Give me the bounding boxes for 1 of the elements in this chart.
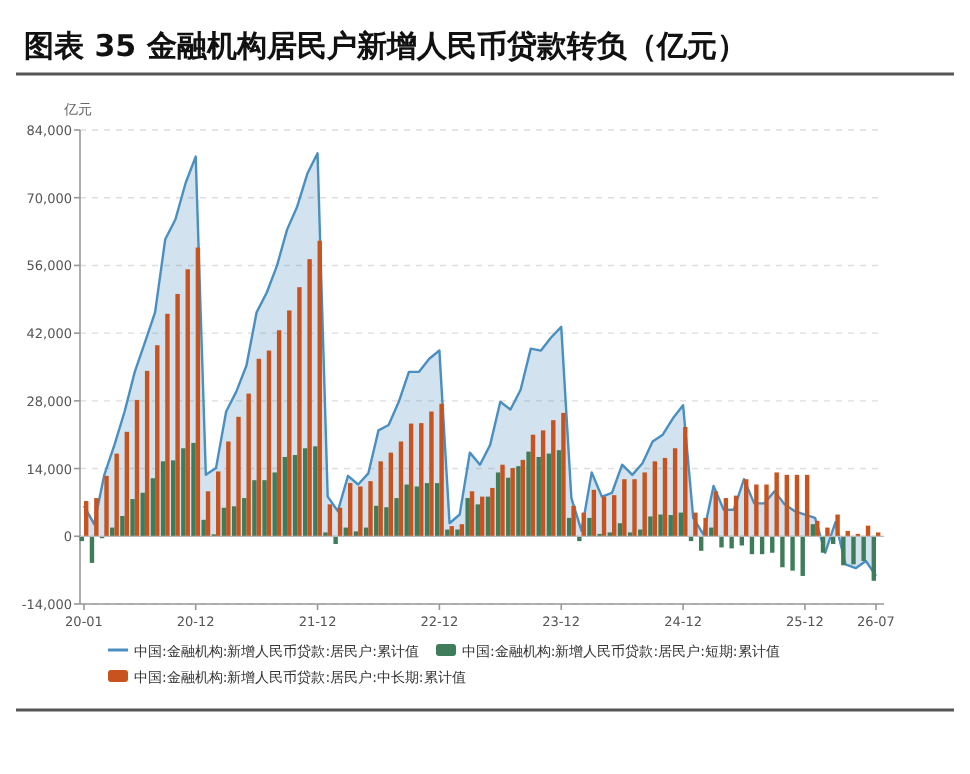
chart-title: 图表 35 金融机构居民户新增人民币贷款转负（亿元） [24,28,747,64]
